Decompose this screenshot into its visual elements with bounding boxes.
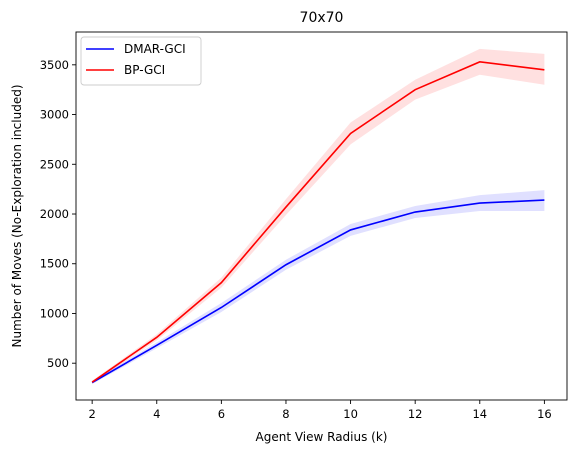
confidence-bands [92,48,545,385]
x-tick-label: 10 [343,407,358,421]
x-tick-label: 16 [537,407,552,421]
band-series-1 [92,48,545,384]
legend-label: DMAR-GCI [124,42,186,56]
legend-label: BP-GCI [124,63,165,77]
x-tick-label: 14 [472,407,487,421]
series-lines [91,61,545,384]
line-series-0 [91,199,545,384]
y-tick-label: 3000 [40,108,69,122]
legend: DMAR-GCI BP-GCI [80,36,202,86]
y-tick-label: 1000 [40,306,69,320]
y-tick-label: 2000 [40,207,69,221]
y-axis-ticks: 500 1000 1500 2000 2500 3000 3500 [40,58,76,370]
x-axis-ticks: 2 4 6 8 10 12 14 16 [88,400,552,421]
y-tick-label: 500 [47,356,69,370]
y-tick-label: 1500 [40,257,69,271]
band-series-0 [92,190,545,385]
x-tick-label: 12 [408,407,423,421]
x-axis-label: Agent View Radius (k) [256,430,388,444]
x-tick-label: 6 [218,407,225,421]
x-tick-label: 4 [153,407,160,421]
y-tick-label: 2500 [40,157,69,171]
y-axis-label: Number of Moves (No-Exploration included… [10,84,24,347]
y-tick-label: 3500 [40,58,69,72]
plot-frame [75,31,568,401]
line-series-1 [91,61,545,383]
x-tick-label: 8 [282,407,289,421]
chart-title: 70x70 [300,10,344,26]
x-tick-label: 2 [88,407,95,421]
